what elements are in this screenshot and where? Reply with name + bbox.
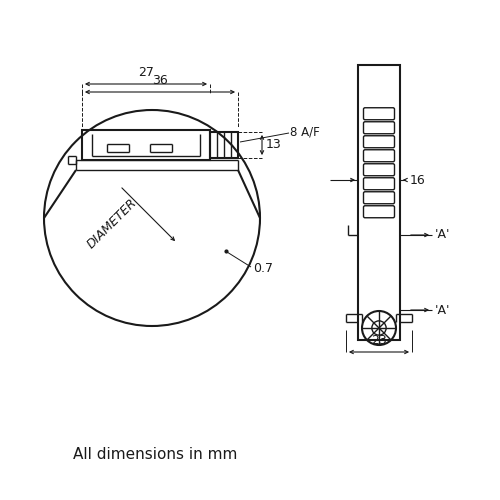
Text: 27: 27: [138, 66, 154, 79]
Bar: [358, 65, 400, 340]
Text: DIAMETER: DIAMETER: [84, 196, 140, 252]
Bar: [210, 132, 238, 158]
Bar: [82, 130, 210, 160]
Text: 'A': 'A': [435, 304, 450, 316]
Text: 8 A/F: 8 A/F: [290, 126, 320, 138]
Text: All dimensions in mm: All dimensions in mm: [73, 447, 237, 462]
Text: 13: 13: [266, 138, 282, 151]
Text: 16: 16: [410, 174, 426, 186]
Text: 36: 36: [152, 74, 168, 87]
Text: 23: 23: [371, 334, 387, 347]
Text: 0.7: 0.7: [253, 262, 273, 274]
Text: 'A': 'A': [435, 228, 450, 241]
